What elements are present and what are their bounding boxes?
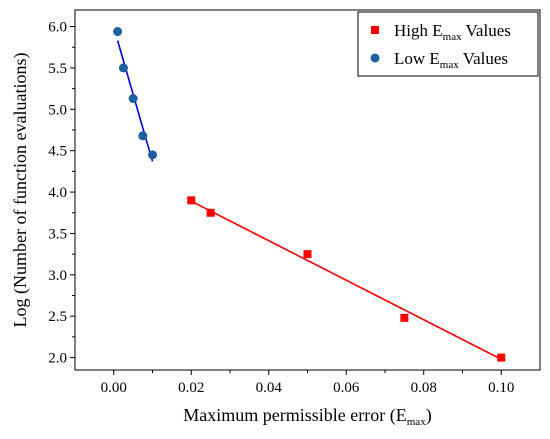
data-point-square <box>303 250 312 259</box>
legend-marker-square <box>371 26 379 34</box>
x-axis-label: Maximum permissible error (Emax) <box>183 405 431 428</box>
data-point-square <box>400 313 409 322</box>
data-point-square <box>206 208 215 217</box>
y-tick-label: 2.5 <box>48 309 67 325</box>
fit-line-series-0 <box>190 200 502 360</box>
data-point-square <box>497 353 506 362</box>
axis-ticks: 0.00 0.02 0.04 0.06 0.08 0.10 2.0 2.5 3.0 3.5 4.0 4… <box>48 20 514 396</box>
data-markers <box>113 27 506 362</box>
y-tick-label: 4.5 <box>48 144 67 160</box>
data-point-circle <box>128 94 138 104</box>
x-tick-label: 0.10 <box>488 380 514 396</box>
axis-labels: Maximum permissible error (Emax) Log (Num… <box>10 53 432 428</box>
y-tick-label: 3.5 <box>48 226 67 242</box>
data-point-square <box>187 196 196 205</box>
legend-box <box>357 11 539 77</box>
plot-area: 0.00 0.02 0.04 0.06 0.08 0.10 2.0 2.5 3.0 3.5 4.0 4… <box>48 9 541 396</box>
y-tick-label: 5.0 <box>48 102 67 118</box>
legend-label-series-0: High Emax Values <box>394 21 511 43</box>
legend-label-series-1: Low Emax Values <box>394 49 508 71</box>
data-point-circle <box>148 150 157 160</box>
x-tick-label: 0.04 <box>256 380 283 396</box>
y-tick-label: 3.0 <box>48 268 67 284</box>
legend: High Emax Values Low Emax Values <box>357 11 539 77</box>
fit-lines <box>116 40 502 360</box>
y-tick-label: 5.5 <box>48 61 67 77</box>
data-point-circle <box>138 131 148 141</box>
y-tick-label: 4.0 <box>48 185 67 201</box>
data-point-circle <box>113 27 123 37</box>
y-tick-label: 6.0 <box>48 20 67 36</box>
legend-marker-circle <box>370 53 380 63</box>
x-tick-label: 0.00 <box>101 380 127 396</box>
x-tick-label: 0.06 <box>333 380 360 396</box>
y-axis-label: Log (Number of function evaluations) <box>10 53 31 328</box>
y-tick-label: 2.0 <box>48 351 67 367</box>
x-tick-label: 0.02 <box>178 380 204 396</box>
data-point-circle <box>118 63 128 73</box>
x-tick-label: 0.08 <box>411 380 437 396</box>
